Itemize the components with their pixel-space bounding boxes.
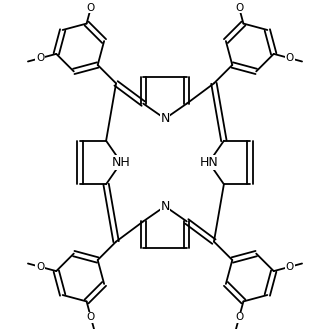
Text: HN: HN	[199, 156, 218, 169]
Text: O: O	[36, 262, 44, 272]
Text: O: O	[87, 313, 95, 322]
Text: O: O	[235, 313, 243, 322]
Text: O: O	[286, 262, 294, 272]
Text: O: O	[286, 53, 294, 63]
Text: O: O	[235, 3, 243, 13]
Text: O: O	[36, 53, 44, 63]
Text: N: N	[160, 112, 170, 125]
Text: NH: NH	[112, 156, 131, 169]
Text: N: N	[160, 200, 170, 213]
Text: O: O	[87, 3, 95, 13]
